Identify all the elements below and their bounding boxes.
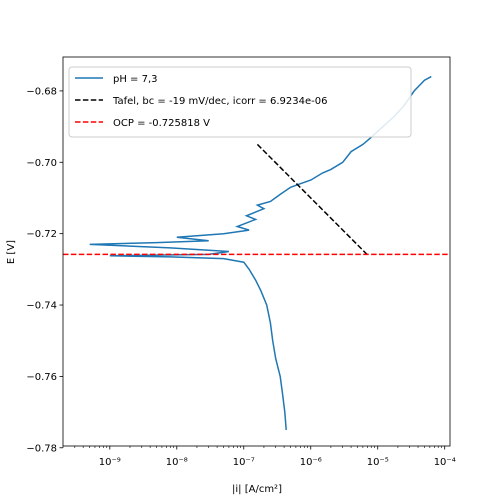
y-tick-label: −0.76 bbox=[26, 372, 57, 383]
plot-area bbox=[62, 56, 451, 447]
x-tick-label: 10⁻⁷ bbox=[233, 457, 255, 468]
x-axis-label: |i| [A/cm²] bbox=[232, 484, 282, 495]
y-axis: −0.78 −0.76 −0.74 −0.72 −0.70 −0.68 bbox=[26, 86, 63, 454]
y-tick-label: −0.72 bbox=[26, 229, 57, 240]
y-tick-label: −0.70 bbox=[26, 158, 57, 169]
legend-label-2: OCP = -0.725818 V bbox=[113, 118, 210, 129]
legend-label-1: Tafel, bc = -19 mV/dec, icorr = 6.9234e-… bbox=[112, 96, 327, 107]
legend: pH = 7,3 Tafel, bc = -19 mV/dec, icorr = … bbox=[68, 66, 412, 138]
legend-box bbox=[68, 66, 412, 138]
series-line-1 bbox=[256, 143, 368, 255]
x-tick-label: 10⁻⁸ bbox=[166, 457, 188, 468]
x-axis: 10⁻⁹ 10⁻⁸ 10⁻⁷ 10⁻⁶ 10⁻⁵ 10⁻⁴ bbox=[62, 446, 456, 468]
x-tick-label: 10⁻⁴ bbox=[434, 457, 456, 468]
series-line-0 bbox=[89, 75, 432, 430]
x-tick-label: 10⁻⁶ bbox=[300, 457, 322, 468]
plot-frame bbox=[62, 56, 451, 447]
x-tick-label: 10⁻⁵ bbox=[367, 457, 389, 468]
y-tick-label: −0.74 bbox=[26, 301, 57, 312]
x-tick-label: 10⁻⁹ bbox=[99, 457, 121, 468]
legend-label-0: pH = 7,3 bbox=[113, 74, 158, 85]
y-tick-label: −0.78 bbox=[26, 443, 57, 454]
y-axis-label: E [V] bbox=[6, 240, 17, 264]
y-tick-label: −0.68 bbox=[26, 86, 57, 97]
